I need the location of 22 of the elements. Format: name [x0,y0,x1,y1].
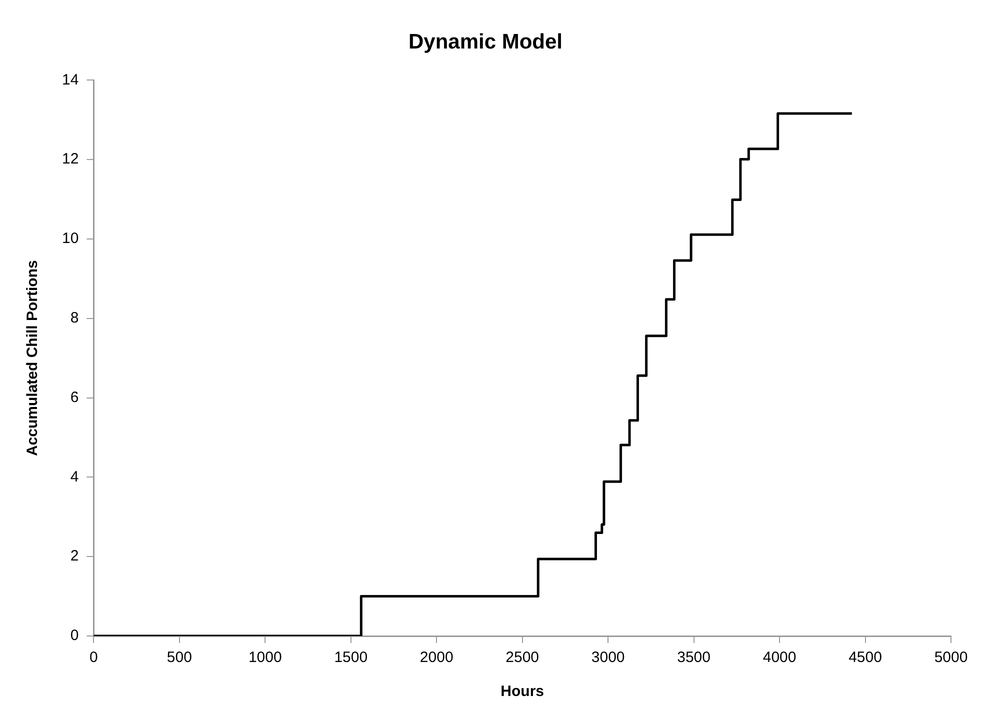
y-tick-label: 8 [70,310,79,327]
y-tick-label: 6 [70,388,79,406]
x-tick-label: 4000 [762,649,796,666]
y-tick-label: 0 [70,627,79,644]
x-tick-label: 3500 [677,649,710,666]
y-tick-label: 12 [62,150,79,168]
x-tick-label: 2000 [420,649,454,666]
y-axis-title: Accumulated Chill Portions [24,260,42,456]
x-axis-title: Hours [500,683,544,700]
x-tick-label: 2500 [506,649,540,666]
x-tick-label: 1500 [334,649,368,666]
x-tick-label: 0 [90,649,98,666]
y-tick-label: 14 [62,71,79,88]
x-tick-label: 500 [166,649,192,666]
x-tick-label: 1000 [248,649,282,666]
y-tick-label: 10 [62,230,79,248]
y-tick-label: 2 [70,548,79,565]
y-tick-label: 4 [70,468,79,486]
x-tick-label: 3000 [591,649,625,666]
x-tick-label: 4500 [848,649,882,666]
x-tick-label: 5000 [934,649,968,666]
chart-title: Dynamic Model [408,30,563,54]
